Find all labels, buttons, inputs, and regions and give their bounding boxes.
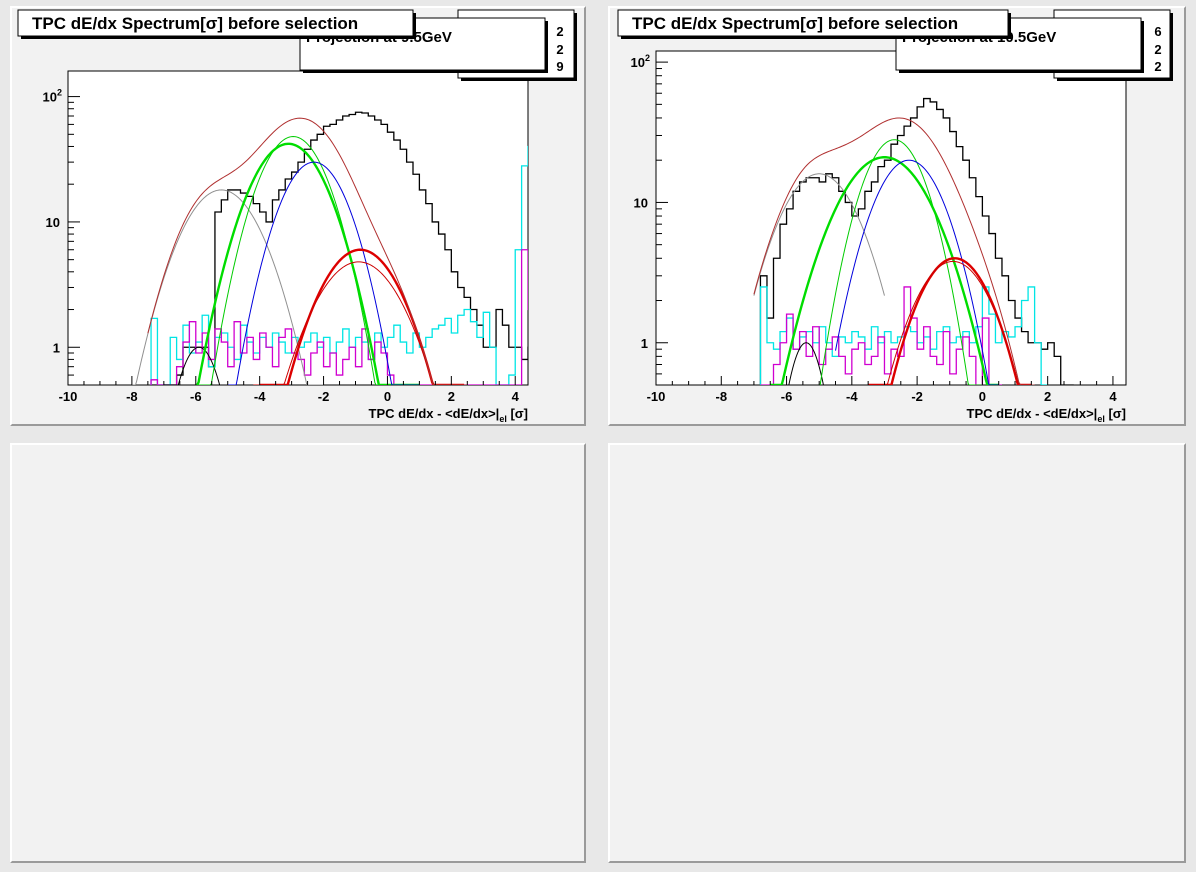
fit-curve-7 bbox=[227, 161, 420, 385]
x-axis-label: TPC dE/dx - <dE/dx>|el [σ] bbox=[369, 406, 528, 424]
series-group bbox=[753, 97, 1074, 385]
fit-total-curve-10 bbox=[753, 117, 1035, 385]
series-group bbox=[131, 111, 528, 385]
fit-curve-9 bbox=[868, 260, 1032, 385]
x-tick-label: -10 bbox=[647, 389, 666, 404]
canvas-pad-bottom-left bbox=[10, 443, 586, 863]
fit-curve-4 bbox=[753, 173, 885, 296]
chart-title: TPC dE/dx Spectrum[σ] before selection bbox=[32, 14, 358, 33]
y-tick-label: 102 bbox=[43, 88, 62, 105]
chart-title: TPC dE/dx Spectrum[σ] before selection bbox=[632, 14, 958, 33]
fit-curve-3 bbox=[163, 346, 235, 385]
y-tick-label: 10 bbox=[634, 195, 648, 210]
x-tick-label: 0 bbox=[979, 389, 986, 404]
stats-value: 9 bbox=[556, 59, 563, 74]
histogram-series-2 bbox=[760, 286, 1002, 385]
stats-value: 2 bbox=[556, 24, 563, 39]
x-tick-label: 4 bbox=[1109, 389, 1117, 404]
fit-curve-7 bbox=[835, 159, 999, 385]
histogram-series-0 bbox=[759, 97, 1074, 385]
x-tick-label: -2 bbox=[318, 389, 330, 404]
x-tick-label: -8 bbox=[126, 389, 138, 404]
stats-value: 6 bbox=[1154, 24, 1161, 39]
stats-value: 2 bbox=[556, 42, 563, 57]
stats-value: 2 bbox=[1154, 59, 1161, 74]
fit-curve-6 bbox=[195, 142, 420, 385]
y-tick-label: 10 bbox=[46, 215, 60, 230]
histogram-series-0 bbox=[151, 111, 528, 385]
x-tick-label: -6 bbox=[781, 389, 793, 404]
x-tick-label: -4 bbox=[254, 389, 266, 404]
x-tick-label: -8 bbox=[715, 389, 727, 404]
canvas-pad-top-right: -10 -8 -6 -4 -2 0 2 4 1 10 102 TPC dE/dx - <dE/dx>|… bbox=[608, 6, 1186, 426]
canvas-pad-top-left: -10 -8 -6 -4 -2 0 2 4 1 10 102 TPC dE/dx - <dE/dx>|… bbox=[10, 6, 586, 426]
fit-total-curve-10 bbox=[147, 117, 468, 385]
fit-curve-4 bbox=[131, 189, 324, 385]
x-axis-label: TPC dE/dx - <dE/dx>|el [σ] bbox=[967, 406, 1126, 424]
stats-value: 2 bbox=[1154, 42, 1161, 57]
fit-curve-5 bbox=[819, 139, 983, 385]
x-tick-label: 2 bbox=[1044, 389, 1051, 404]
fit-curve-3 bbox=[776, 342, 836, 385]
x-tick-label: 4 bbox=[512, 389, 520, 404]
canvas-pad-bottom-right bbox=[608, 443, 1186, 863]
x-tick-label: -10 bbox=[59, 389, 78, 404]
histogram-plot-9p5gev: -10 -8 -6 -4 -2 0 2 4 1 10 102 TPC dE/dx - <dE/dx>|… bbox=[17, 9, 577, 424]
x-tick-label: -2 bbox=[911, 389, 923, 404]
fit-curve-6 bbox=[770, 156, 999, 385]
y-tick-label: 1 bbox=[641, 336, 648, 351]
y-tick-label: 1 bbox=[53, 340, 60, 355]
title-box bbox=[617, 9, 1009, 37]
fit-curve-5 bbox=[195, 136, 404, 385]
title-box bbox=[17, 9, 414, 37]
x-tick-label: 2 bbox=[448, 389, 455, 404]
y-tick-label: 102 bbox=[631, 53, 650, 70]
histogram-plot-10p5gev: -10 -8 -6 -4 -2 0 2 4 1 10 102 TPC dE/dx - <dE/dx>|… bbox=[617, 9, 1173, 424]
x-tick-label: -4 bbox=[846, 389, 858, 404]
x-tick-label: 0 bbox=[384, 389, 391, 404]
x-tick-label: -6 bbox=[190, 389, 202, 404]
